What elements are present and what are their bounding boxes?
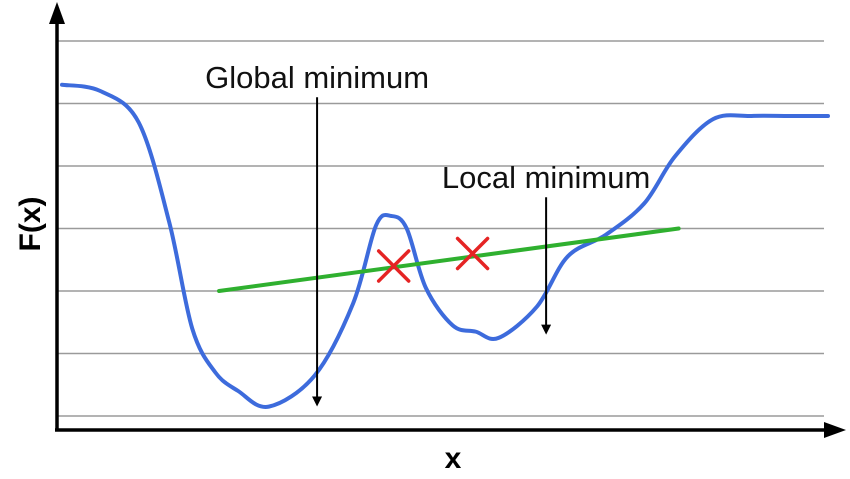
x-axis-arrowhead: [824, 422, 846, 438]
function-curve: [60, 82, 830, 409]
intersection-cross-icon: [376, 249, 411, 283]
secant-line: [217, 226, 681, 293]
annotation-layer: Global minimum Local minimum: [205, 60, 650, 407]
annotation-label: Local minimum: [442, 160, 650, 195]
x-axis-label: x: [445, 442, 462, 475]
series-layer: [60, 82, 830, 409]
cross-layer: [376, 236, 490, 283]
y-axis-arrowhead: [49, 2, 65, 24]
grid-lines: [58, 40, 824, 417]
chord-layer: [217, 226, 681, 293]
annotation-label: Global minimum: [205, 60, 429, 95]
intersection-cross-icon: [455, 236, 490, 271]
y-axis-label: F(x): [14, 197, 47, 252]
